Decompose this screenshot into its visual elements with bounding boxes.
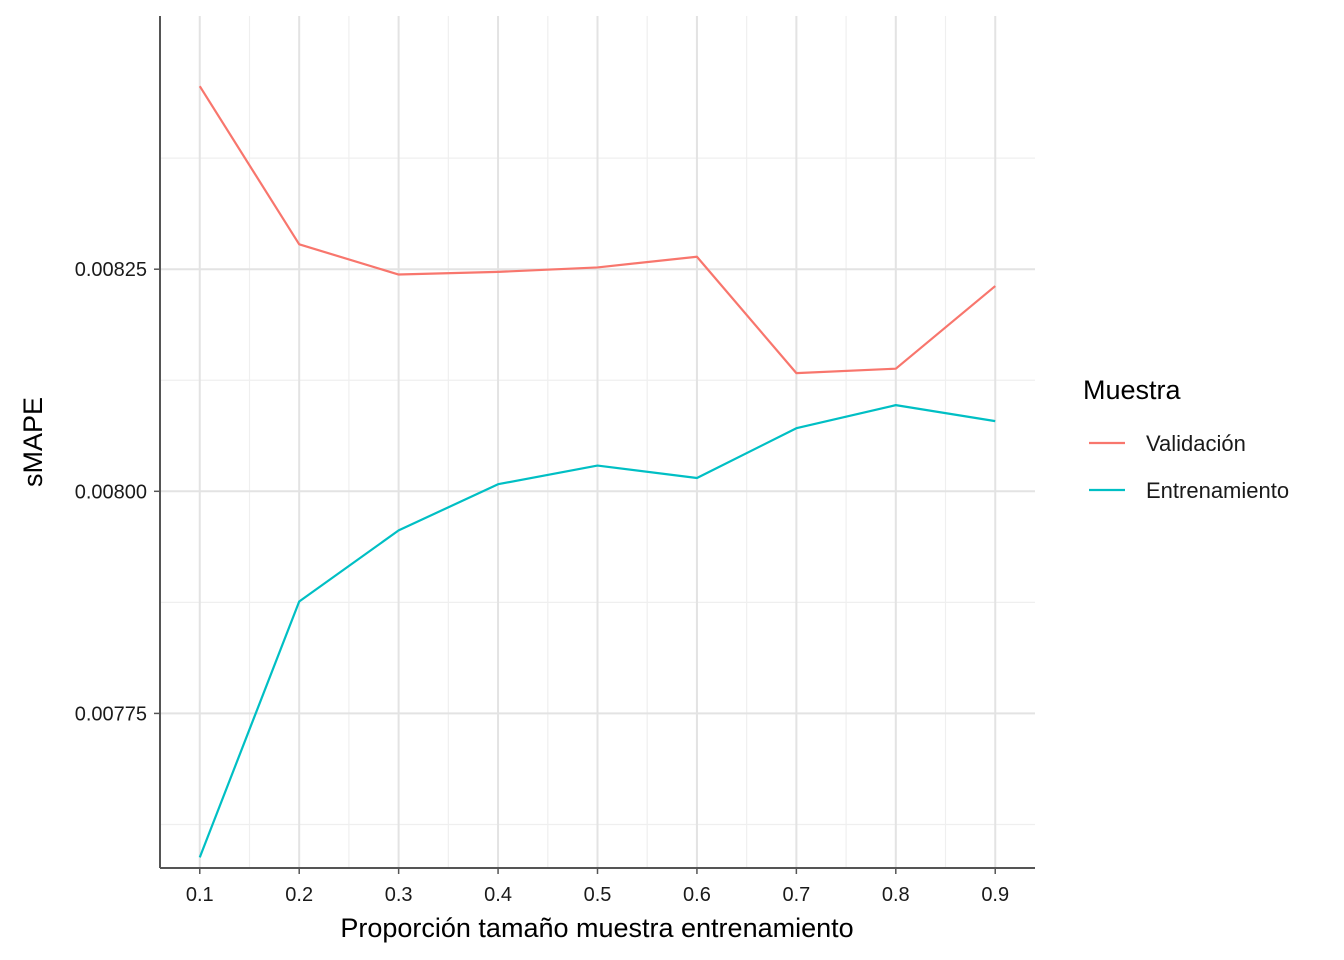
x-tick-label: 0.1 — [186, 884, 214, 906]
legend-label: Validación — [1146, 431, 1246, 456]
legend-title: Muestra — [1083, 375, 1182, 405]
y-tick-label: 0.00800 — [75, 481, 147, 503]
series-lines — [198, 85, 996, 858]
x-ticks: 0.1 0.2 0.3 0.4 0.5 0.6 0.7 0.8 0.9 — [186, 868, 1009, 906]
x-tick-label: 0.8 — [882, 884, 910, 906]
x-tick-label: 0.6 — [683, 884, 711, 906]
y-tick-label: 0.00825 — [75, 259, 147, 281]
legend-label: Entrenamiento — [1146, 478, 1289, 503]
x-axis-title: Proporción tamaño muestra entrenamiento — [340, 913, 853, 943]
x-tick-label: 0.7 — [782, 884, 810, 906]
x-tick-label: 0.2 — [285, 884, 313, 906]
y-ticks: 0.00775 0.00800 0.00825 — [75, 259, 160, 725]
y-axis-title: sMAPE — [18, 397, 48, 487]
x-tick-label: 0.5 — [584, 884, 612, 906]
legend-items: Validación Entrenamiento — [1089, 431, 1289, 503]
y-tick-label: 0.00775 — [75, 703, 147, 725]
series-line — [198, 85, 996, 375]
x-tick-label: 0.4 — [484, 884, 512, 906]
grid-major — [160, 16, 1035, 868]
series-line — [198, 404, 996, 858]
x-tick-label: 0.3 — [385, 884, 413, 906]
x-tick-label: 0.9 — [981, 884, 1009, 906]
legend: Muestra Validación Entrenamiento — [1083, 375, 1289, 503]
